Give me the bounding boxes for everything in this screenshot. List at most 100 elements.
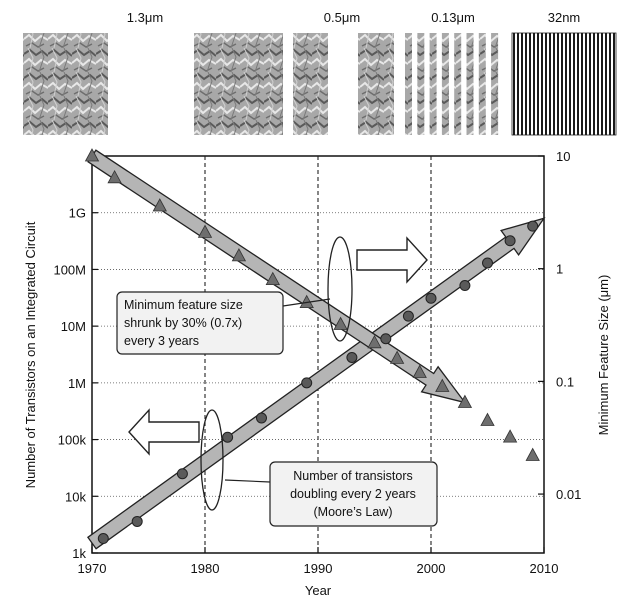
panel-32nm-line <box>549 33 551 135</box>
annotation-feature-line-2: shrunk by 30% (0.7x) <box>124 316 242 330</box>
panel-32nm-line <box>517 33 519 135</box>
panel-32nm-line <box>585 33 587 135</box>
transistor-count-point <box>482 257 493 269</box>
transistor-count-point <box>459 280 471 292</box>
y-right-tick-label: 0.1 <box>556 374 574 389</box>
annotation-moore-line-1: Number of transistors <box>293 469 412 483</box>
y-left-tick-label: 100k <box>58 433 87 448</box>
feature-size-point <box>480 412 495 426</box>
panel-0-13um-line <box>405 33 412 135</box>
y-right-tick-label: 10 <box>556 149 570 164</box>
y-left-tick-label: 100M <box>53 262 86 277</box>
feature-size-point <box>152 198 167 212</box>
feature-size-point <box>502 429 518 443</box>
panel-32nm-line <box>597 33 599 135</box>
feature-panels: 1.3μm 0.5μm 0.13μm 32nm <box>23 10 617 136</box>
panel-label-32nm: 32nm <box>548 10 581 25</box>
y-left-tick-label: 10M <box>61 319 86 334</box>
y-right-tick-label: 0.01 <box>556 487 581 502</box>
x-tick-label: 2000 <box>417 561 446 576</box>
panel-32nm-line <box>565 33 567 135</box>
feature-size-trend-arrow <box>87 149 467 404</box>
panel-32nm-line <box>609 33 611 135</box>
panel-32nm-line <box>537 33 539 135</box>
panel-0-13um-line <box>478 33 486 135</box>
panel-32nm-line <box>529 33 531 135</box>
annotation-feature-line-3: every 3 years <box>124 334 199 348</box>
panel-32nm-line <box>589 33 591 135</box>
feature-size-point <box>525 447 540 461</box>
panel-32nm-line <box>601 33 603 135</box>
y-right-axis-title: Minimum Feature Size (μm) <box>596 275 611 436</box>
panel-32nm-line <box>593 33 595 135</box>
feature-size-point <box>84 148 100 162</box>
x-tick-label: 1990 <box>304 561 333 576</box>
panel-label-0-13um: 0.13μm <box>431 10 475 25</box>
transistor-count-point <box>222 431 234 443</box>
feature-size-point <box>389 350 405 364</box>
x-axis-title: Year <box>305 583 332 598</box>
feature-size-point <box>367 334 382 349</box>
y-left-tick-label: 1M <box>68 376 86 391</box>
transistor-count-point <box>425 292 437 304</box>
y-right-tick-label: 1 <box>556 262 563 277</box>
panel-32nm <box>511 32 617 136</box>
feature-size-point <box>333 316 348 330</box>
panel-32nm-frame <box>511 32 617 136</box>
x-tick-label: 2010 <box>530 561 559 576</box>
panel-32nm-line <box>613 33 615 135</box>
y-left-tick-label: 1G <box>69 206 86 221</box>
transistor-count-point <box>402 310 414 322</box>
annotation-feature-line-1: Minimum feature size <box>124 298 243 312</box>
panel-32nm-line <box>573 33 575 135</box>
x-tick-label: 1970 <box>78 561 107 576</box>
transistor-count-point <box>256 412 267 424</box>
panel-32nm-line <box>541 33 543 135</box>
transistor-trend-ellipse <box>200 409 224 511</box>
panel-32nm-line <box>557 33 559 135</box>
transistor-count-point <box>176 468 188 480</box>
feature-size-point <box>231 248 247 262</box>
feature-trend-ellipse <box>327 236 353 342</box>
annotation-moore-line-2: doubling every 2 years <box>290 487 416 501</box>
transistor-count-point <box>97 533 109 545</box>
panel-32nm-line <box>521 33 523 135</box>
panel-32nm-line <box>577 33 579 135</box>
y-left-axis-title: Number of Transistors on an Integrated C… <box>23 221 38 488</box>
panel-0-13um-line <box>417 33 425 135</box>
panel-32nm-line <box>581 33 583 135</box>
feature-size-point <box>457 394 473 408</box>
transistor-count-point <box>346 351 358 363</box>
feature-size-point <box>197 224 213 238</box>
panel-32nm-line <box>553 33 555 135</box>
panel-0-13um-line <box>429 33 437 135</box>
panel-label-1-3um: 1.3μm <box>127 10 163 25</box>
feature-size-point <box>265 271 280 286</box>
y-left-tick-label: 1k <box>72 546 86 561</box>
axis-ticks: 1970 1980 1990 2000 2010 1k 10k 100k 1M 10M 100M 1G… <box>53 149 581 576</box>
annotation-feature-size: Minimum feature size shrunk by 30% (0.7x… <box>116 291 331 355</box>
y-left-tick-label: 10k <box>65 489 86 504</box>
left-axis-hint-arrow <box>128 408 200 456</box>
panel-0-13um-line <box>491 33 499 135</box>
annotation-moores-law: Number of transistors doubling every 2 y… <box>224 461 438 527</box>
panel-32nm-line <box>545 33 547 135</box>
transistor-count-point <box>527 220 539 232</box>
right-axis-hint-arrow <box>356 236 428 284</box>
panel-32nm-line <box>569 33 571 135</box>
transistor-count-point <box>301 377 313 389</box>
panel-32nm-line <box>513 33 515 135</box>
feature-size-point <box>435 378 450 392</box>
panel-0-5um <box>293 33 394 135</box>
panel-0-13um-line <box>441 33 449 135</box>
panel-32nm-line <box>525 33 527 135</box>
data-markers <box>84 148 540 545</box>
feature-size-point <box>412 364 427 378</box>
annotation-moore-line-3: (Moore’s Law) <box>314 505 393 519</box>
feature-size-point <box>107 169 122 184</box>
transistor-count-point <box>380 333 392 345</box>
panel-32nm-line <box>533 33 535 135</box>
x-tick-label: 1980 <box>191 561 220 576</box>
transistor-count-point <box>131 515 143 527</box>
transistor-count-point <box>504 235 516 247</box>
